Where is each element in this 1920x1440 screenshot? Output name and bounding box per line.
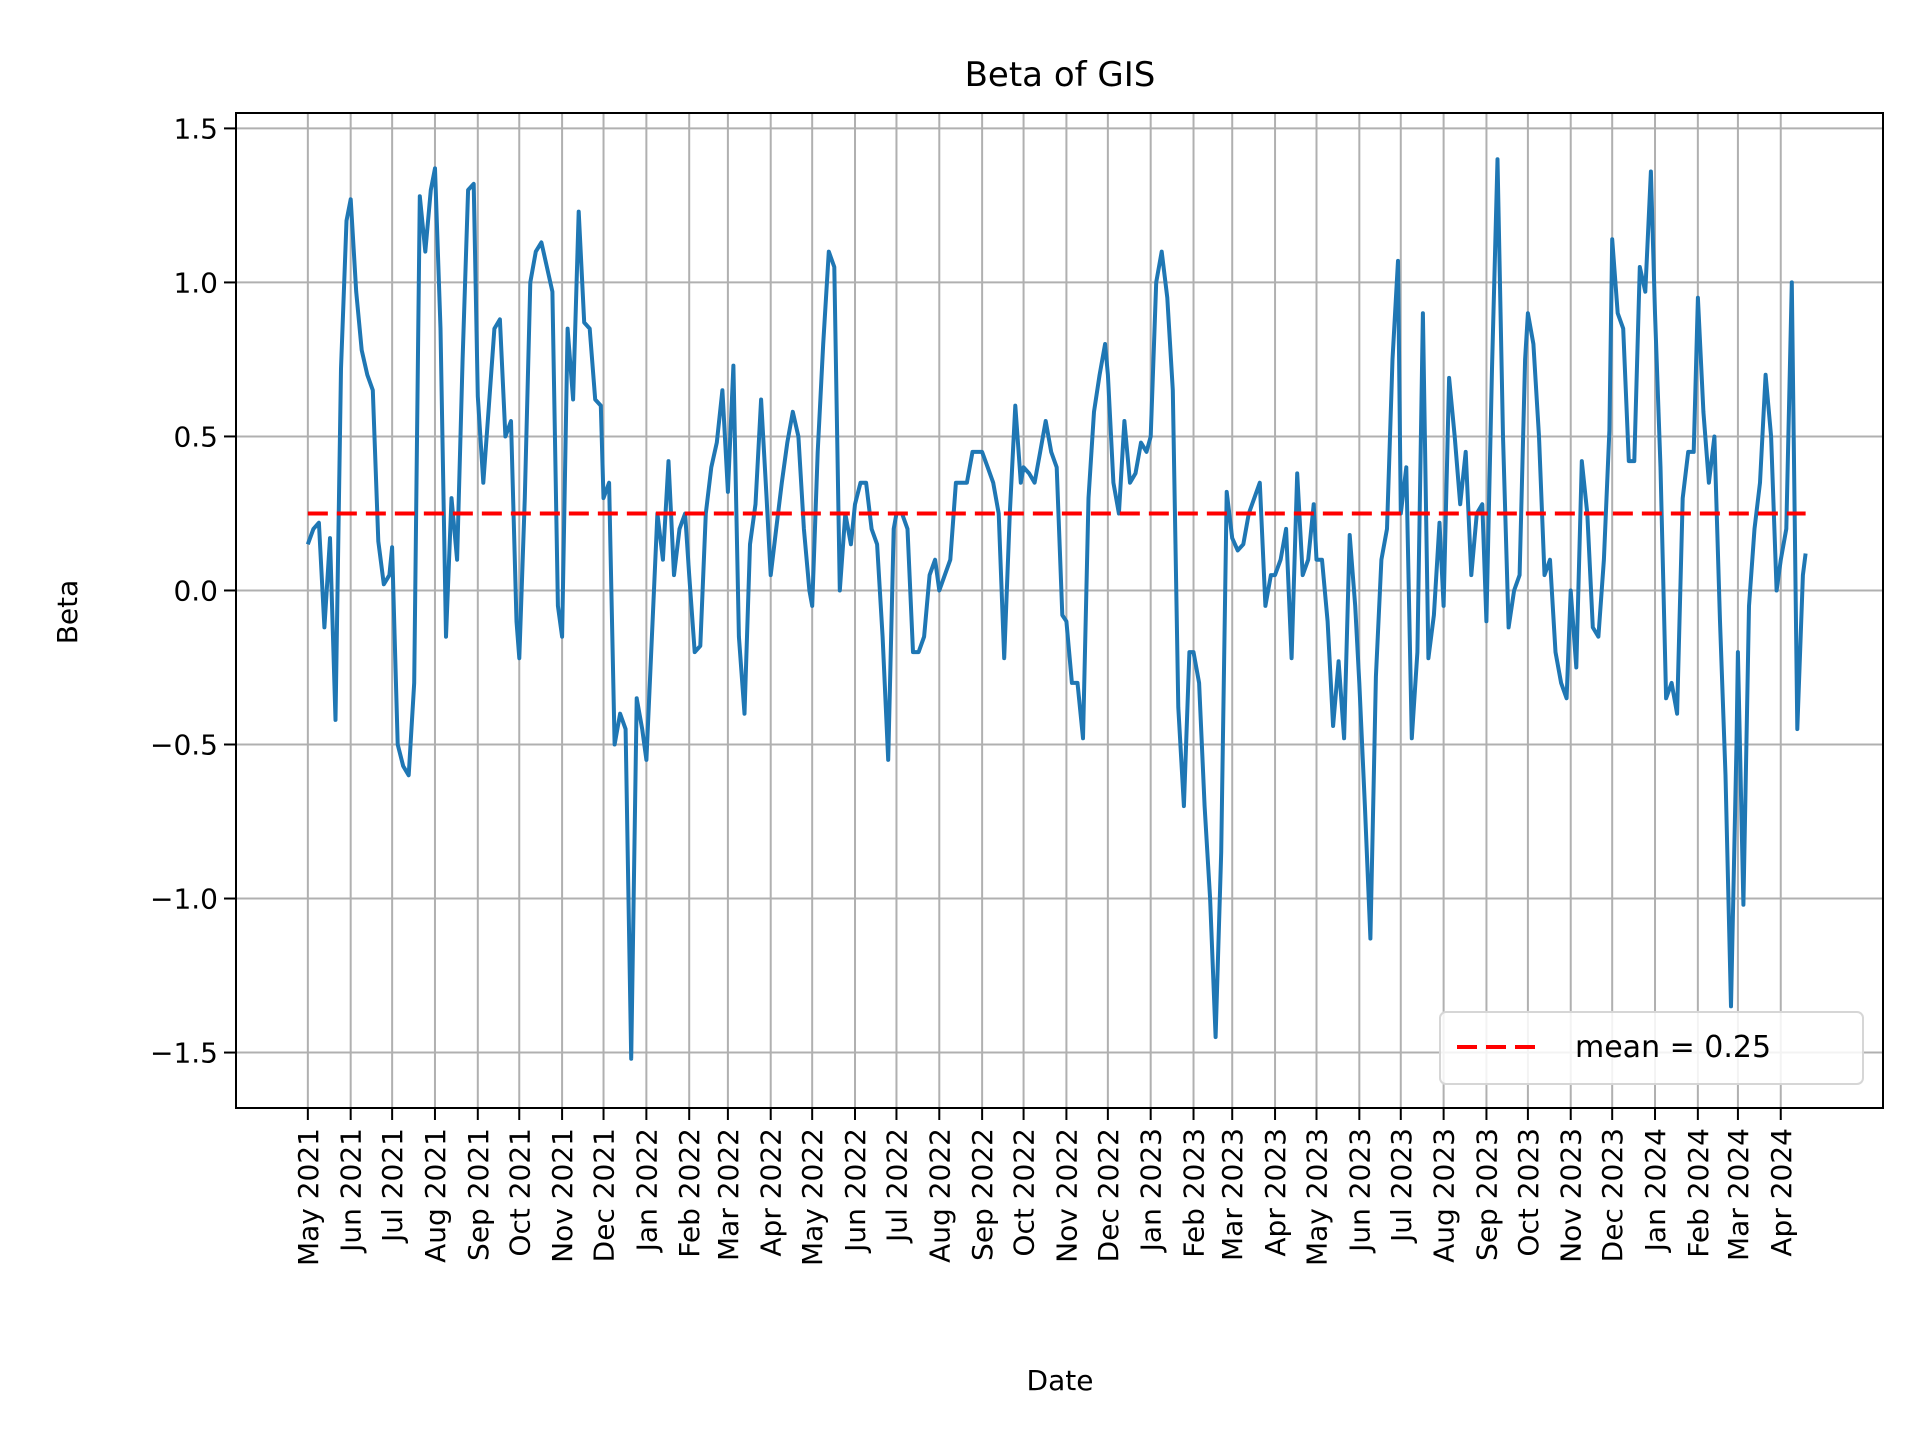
x-tick-label: Feb 2022 bbox=[673, 1128, 706, 1258]
x-tick-label: Jun 2021 bbox=[335, 1128, 368, 1254]
x-tick-label: Jan 2023 bbox=[1135, 1128, 1168, 1253]
x-tick-label: Feb 2024 bbox=[1682, 1128, 1715, 1258]
x-tick-label: Sep 2022 bbox=[966, 1128, 999, 1261]
series-layer bbox=[305, 157, 1808, 1061]
x-tick-label: Dec 2023 bbox=[1596, 1128, 1629, 1262]
x-tick-label: Jan 2022 bbox=[630, 1128, 663, 1253]
y-tick-label: −1.5 bbox=[150, 1037, 218, 1070]
y-tick-label: 0.5 bbox=[173, 420, 218, 453]
x-tick-label: May 2021 bbox=[292, 1128, 325, 1266]
beta-line bbox=[305, 157, 1808, 1061]
x-tick-label: Jun 2022 bbox=[839, 1128, 872, 1254]
y-tick-label: 0.0 bbox=[173, 574, 218, 607]
y-tick-label: 1.0 bbox=[173, 266, 218, 299]
x-tick-label: Dec 2021 bbox=[588, 1128, 621, 1262]
x-tick-label: Sep 2021 bbox=[462, 1128, 495, 1261]
x-tick-label: Nov 2023 bbox=[1555, 1128, 1588, 1263]
x-tick-label: Jul 2021 bbox=[376, 1128, 409, 1244]
x-tick-label: Aug 2023 bbox=[1428, 1128, 1461, 1263]
legend: mean = 0.25 bbox=[1439, 1011, 1864, 1085]
x-tick-label: Aug 2021 bbox=[419, 1128, 452, 1263]
legend-box bbox=[1439, 1011, 1864, 1085]
chart-title: Beta of GIS bbox=[965, 55, 1156, 95]
x-tick-label: Jul 2023 bbox=[1385, 1128, 1418, 1244]
axes-frame bbox=[235, 112, 1884, 1109]
x-tick-label: Jul 2022 bbox=[880, 1128, 913, 1244]
x-tick-label: Mar 2024 bbox=[1722, 1128, 1755, 1261]
x-tick-label: Nov 2021 bbox=[546, 1128, 579, 1263]
x-tick-label: Dec 2022 bbox=[1092, 1128, 1125, 1262]
x-tick-label: Oct 2021 bbox=[503, 1128, 536, 1257]
legend-mean-label: mean = 0.25 bbox=[1575, 1030, 1771, 1065]
x-tick-label: Jan 2024 bbox=[1639, 1128, 1672, 1253]
x-tick-label: Nov 2022 bbox=[1050, 1128, 1083, 1263]
x-tick-label: Oct 2022 bbox=[1008, 1128, 1041, 1257]
x-tick-label: May 2022 bbox=[796, 1128, 829, 1266]
x-tick-label: Mar 2023 bbox=[1216, 1128, 1249, 1261]
x-axis-label: Date bbox=[1027, 1364, 1094, 1397]
x-tick-label: Sep 2023 bbox=[1470, 1128, 1503, 1261]
x-tick-label: Jun 2023 bbox=[1343, 1128, 1376, 1254]
x-tick-label: Apr 2023 bbox=[1259, 1128, 1292, 1257]
y-tick-label: −1.0 bbox=[150, 883, 218, 916]
x-tick-label: Aug 2022 bbox=[923, 1128, 956, 1263]
ticks: −1.5 −1.0 −0.5 0.0 0.5 1.0 1.5 May 2021 Jun 2021… bbox=[150, 112, 1798, 1266]
x-tick-label: Apr 2024 bbox=[1765, 1128, 1798, 1257]
y-tick-label: −0.5 bbox=[150, 729, 218, 762]
x-tick-label: Apr 2022 bbox=[755, 1128, 788, 1257]
y-axis-label: Beta bbox=[51, 580, 84, 645]
y-tick-label: 1.5 bbox=[173, 112, 218, 145]
x-tick-label: Mar 2022 bbox=[712, 1128, 745, 1261]
x-tick-label: Oct 2023 bbox=[1512, 1128, 1545, 1257]
x-tick-label: May 2023 bbox=[1300, 1128, 1333, 1266]
x-tick-label: Feb 2023 bbox=[1178, 1128, 1211, 1258]
